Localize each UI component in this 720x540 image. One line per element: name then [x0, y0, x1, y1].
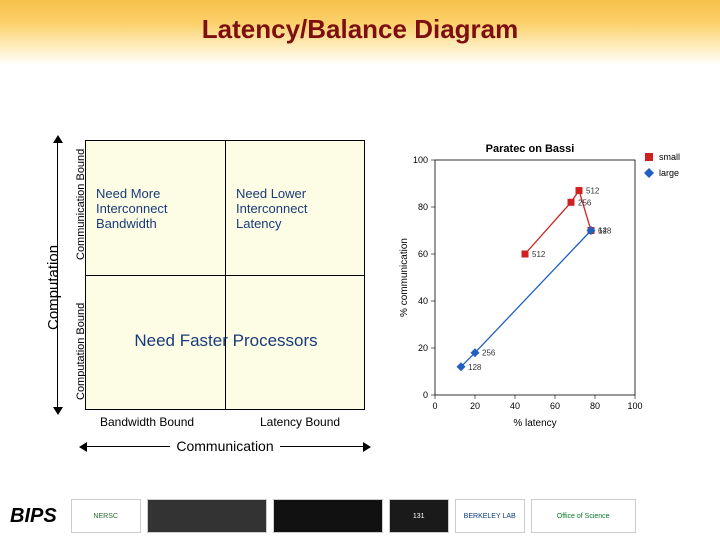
svg-text:% communication: % communication: [399, 238, 410, 317]
svg-text:100: 100: [413, 155, 428, 165]
quadrant-bottom: Need Faster Processors: [86, 331, 366, 351]
svg-text:60: 60: [550, 401, 560, 411]
x-arrow-right: [280, 446, 365, 447]
svg-text:0: 0: [423, 390, 428, 400]
svg-text:64: 64: [598, 227, 607, 236]
svg-text:512: 512: [532, 250, 546, 259]
svg-text:256: 256: [578, 198, 592, 207]
svg-text:256: 256: [482, 349, 496, 358]
svg-text:128: 128: [468, 363, 482, 372]
x-sub-left: Bandwidth Bound: [100, 415, 194, 429]
scatter-chart: Paratec on Bassi 0 20 40 60 80 100 0 20 40 60 80 100…: [395, 140, 705, 430]
svg-text:80: 80: [418, 202, 428, 212]
logo-ibm: 131: [389, 499, 449, 533]
logo-doe-science: Office of Science: [531, 499, 636, 533]
quadrant-top-left: Need More Interconnect Bandwidth: [96, 186, 216, 231]
svg-text:512: 512: [586, 187, 600, 196]
bips-logo: BIPS: [10, 505, 57, 528]
svg-text:Paratec on Bassi: Paratec on Bassi: [486, 143, 575, 155]
svg-text:% latency: % latency: [513, 418, 556, 429]
svg-text:80: 80: [590, 401, 600, 411]
quadrant-diagram: Need More Interconnect Bandwidth Need Lo…: [85, 140, 365, 410]
x-sub-right: Latency Bound: [260, 415, 340, 429]
logo-cluster2: [273, 499, 383, 533]
logo-cluster1: [147, 499, 267, 533]
svg-text:20: 20: [470, 401, 480, 411]
y-axis: Computation: [35, 140, 55, 410]
logo-lbnl: BERKELEY LAB: [455, 499, 525, 533]
slide: Latency/Balance Diagram Computation Comm…: [0, 0, 720, 540]
svg-text:20: 20: [418, 343, 428, 353]
svg-text:40: 40: [510, 401, 520, 411]
y-axis-label: Computation: [45, 245, 62, 330]
svg-text:small: small: [659, 152, 680, 162]
quadrant-top-right: Need Lower Interconnect Latency: [236, 186, 356, 231]
svg-text:0: 0: [432, 401, 437, 411]
slide-title: Latency/Balance Diagram: [0, 14, 720, 45]
svg-text:40: 40: [418, 296, 428, 306]
footer: BIPS NERSC 131BERKELEY LABOffice of Scien…: [0, 492, 720, 540]
svg-text:large: large: [659, 168, 679, 178]
svg-text:100: 100: [627, 401, 642, 411]
logo-nersc: NERSC: [71, 499, 141, 533]
svg-text:60: 60: [418, 249, 428, 259]
x-arrow-left: [85, 446, 170, 447]
